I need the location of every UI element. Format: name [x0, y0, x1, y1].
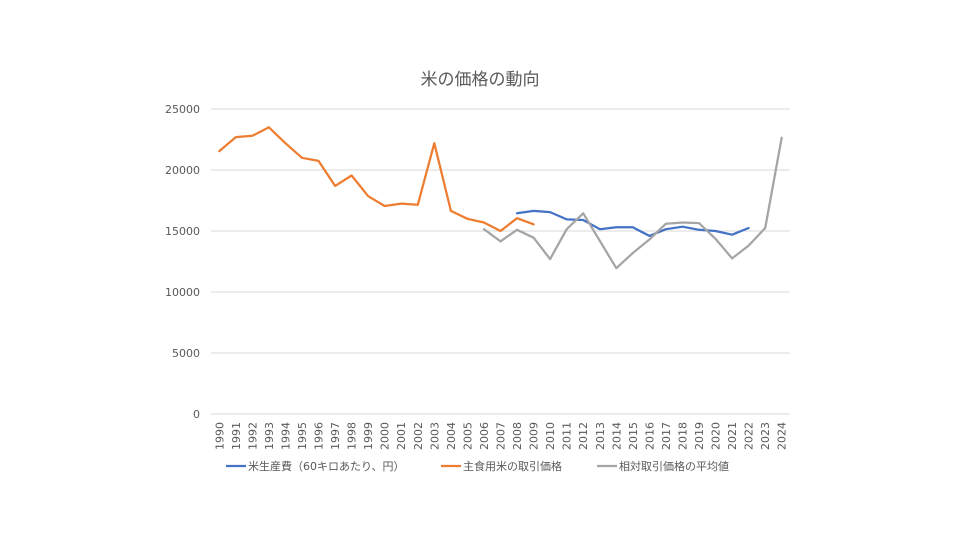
x-tick-label: 1996 — [313, 422, 326, 450]
x-tick-label: 1998 — [346, 422, 359, 450]
x-tick-label: 1997 — [329, 422, 342, 450]
x-tick-label: 2003 — [428, 422, 441, 450]
legend-label: 主食用米の取引価格 — [463, 459, 562, 473]
x-tick-label: 1994 — [279, 422, 292, 450]
series-line-3 — [482, 136, 783, 270]
y-tick-label: 20000 — [165, 164, 200, 177]
series-lines — [218, 126, 783, 270]
x-tick-label: 2022 — [743, 422, 756, 450]
legend-label: 相対取引価格の平均値 — [619, 459, 729, 473]
x-tick-label: 2002 — [412, 422, 425, 450]
legend-label: 米生産費（60キロあたり、円） — [248, 459, 405, 473]
x-tick-label: 1990 — [213, 422, 226, 450]
legend: 米生産費（60キロあたり、円） 主食用米の取引価格 相対取引価格の平均値 — [226, 459, 729, 473]
x-tick-label: 2005 — [461, 422, 474, 450]
x-tick-label: 2007 — [495, 422, 508, 450]
x-tick-label: 1991 — [230, 422, 243, 450]
series-line-2 — [218, 126, 535, 233]
x-tick-label: 2021 — [726, 422, 739, 450]
y-tick-label: 0 — [193, 408, 200, 421]
x-tick-label: 2009 — [528, 422, 541, 450]
y-axis-ticks: 0 5000 10000 15000 20000 25000 — [165, 103, 200, 421]
x-tick-label: 2012 — [577, 422, 590, 450]
y-tick-label: 25000 — [165, 103, 200, 116]
x-tick-label: 2006 — [478, 422, 491, 450]
y-tick-label: 15000 — [165, 225, 200, 238]
y-tick-label: 10000 — [165, 286, 200, 299]
x-tick-label: 2015 — [627, 422, 640, 450]
x-tick-label: 2017 — [660, 422, 673, 450]
x-axis-ticks: 1990 1991 1992 1993 1994 1995 1996 1997 1998 1999… — [213, 422, 788, 450]
x-tick-label: 2023 — [759, 422, 772, 450]
x-tick-label: 2008 — [511, 422, 524, 450]
gridlines — [211, 108, 790, 415]
x-tick-label: 1995 — [296, 422, 309, 450]
chart-title: 米の価格の動向 — [421, 70, 540, 90]
series-line-1 — [515, 209, 750, 238]
x-tick-label: 2020 — [710, 422, 723, 450]
x-tick-label: 2024 — [776, 422, 789, 450]
x-tick-label: 2016 — [643, 422, 656, 450]
x-tick-label: 2013 — [594, 422, 607, 450]
x-tick-label: 2000 — [379, 422, 392, 450]
x-tick-label: 1993 — [263, 422, 276, 450]
x-tick-label: 2011 — [561, 422, 574, 450]
x-tick-label: 1992 — [246, 422, 259, 450]
x-tick-label: 2014 — [610, 422, 623, 450]
x-tick-label: 2001 — [395, 422, 408, 450]
x-tick-label: 2004 — [445, 422, 458, 450]
y-tick-label: 5000 — [172, 347, 200, 360]
x-tick-label: 2019 — [693, 422, 706, 450]
x-tick-label: 2018 — [676, 422, 689, 450]
x-tick-label: 1999 — [362, 422, 375, 450]
x-tick-label: 2010 — [544, 422, 557, 450]
